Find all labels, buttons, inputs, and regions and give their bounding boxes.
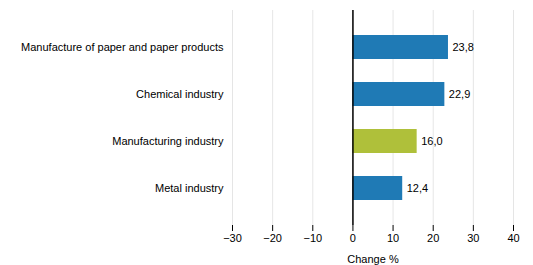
svg-text:Change %: Change % [347, 253, 399, 265]
svg-text:0: 0 [350, 232, 356, 244]
svg-text:40: 40 [507, 232, 519, 244]
svg-text:10: 10 [387, 232, 399, 244]
svg-text:16,0: 16,0 [421, 135, 442, 147]
svg-text:30: 30 [467, 232, 479, 244]
svg-text:−10: −10 [303, 232, 322, 244]
svg-text:Manufacture of paper and paper: Manufacture of paper and paper products [21, 41, 224, 53]
svg-text:12,4: 12,4 [407, 182, 428, 194]
svg-text:20: 20 [427, 232, 439, 244]
svg-text:Metal industry: Metal industry [155, 182, 224, 194]
svg-text:Chemical industry: Chemical industry [136, 88, 224, 100]
svg-text:−20: −20 [263, 232, 282, 244]
svg-text:22,9: 22,9 [449, 88, 470, 100]
svg-text:Manufacturing industry: Manufacturing industry [112, 135, 224, 147]
svg-text:23,8: 23,8 [452, 41, 473, 53]
svg-text:−30: −30 [223, 232, 242, 244]
